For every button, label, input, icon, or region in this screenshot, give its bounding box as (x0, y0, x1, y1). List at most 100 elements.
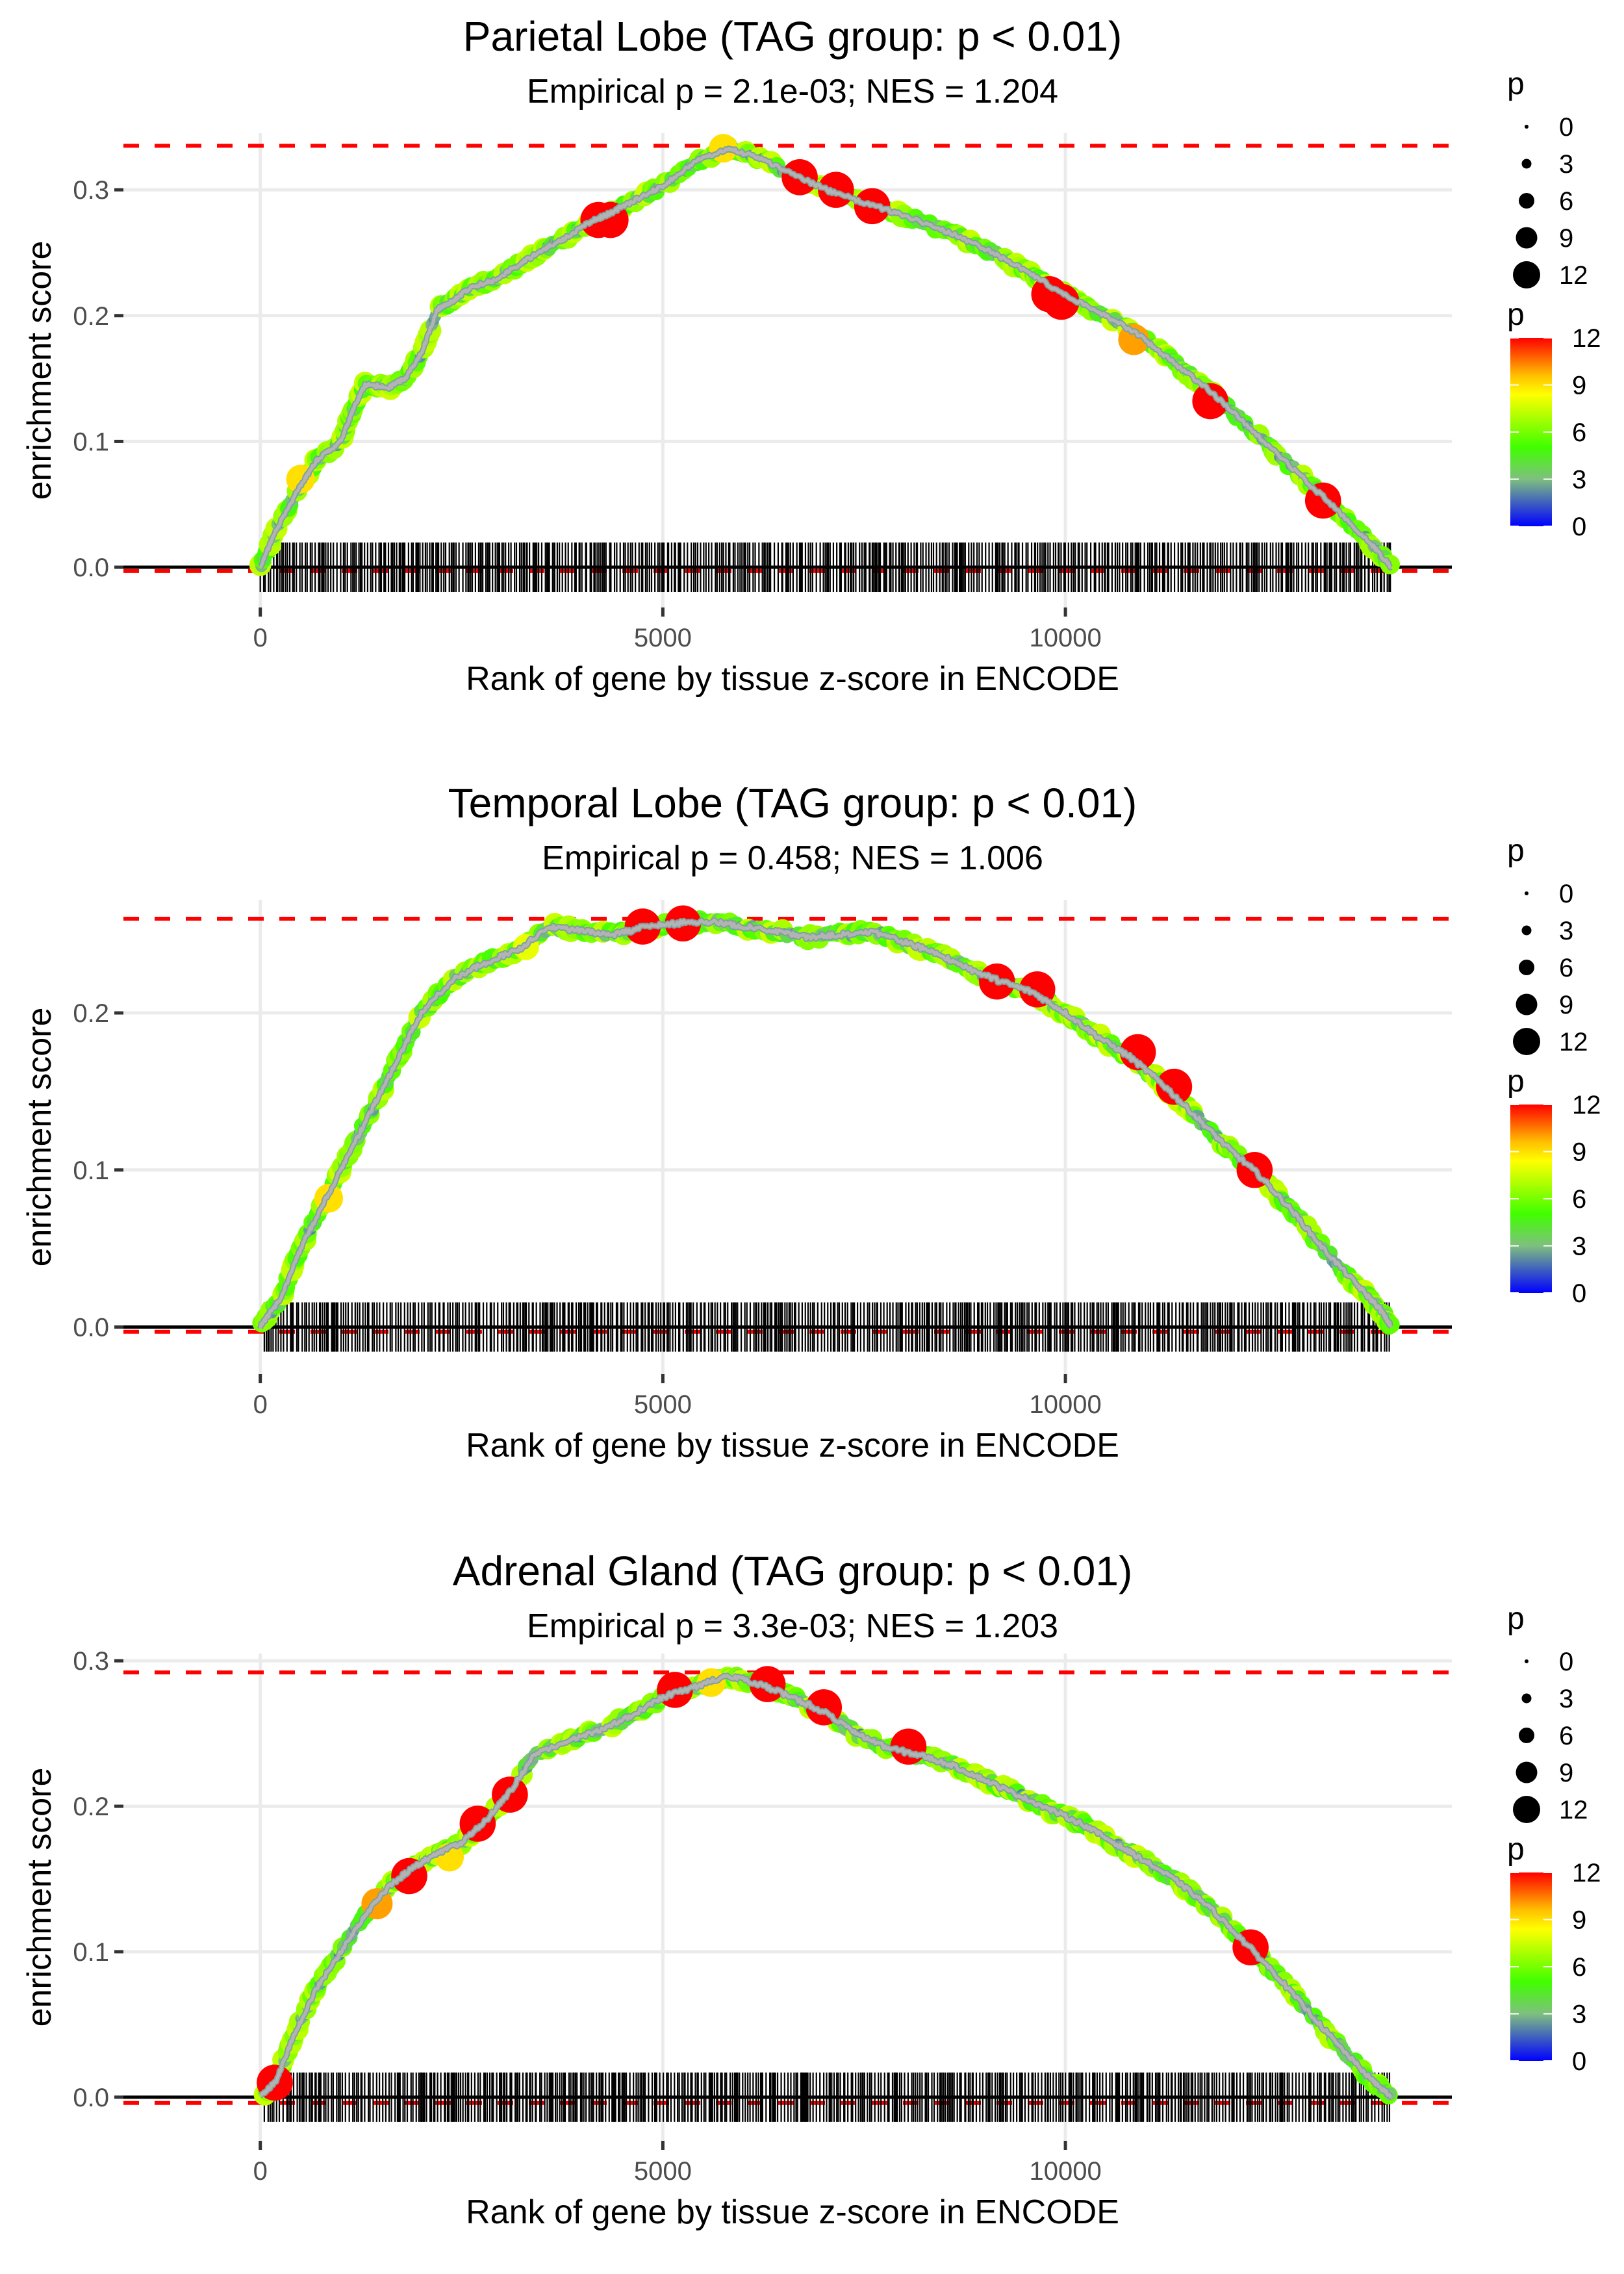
size-legend-label: 6 (1559, 1722, 1573, 1750)
size-legend-key (1519, 193, 1534, 209)
size-legend-label: 6 (1559, 954, 1573, 982)
x-axis-title: Rank of gene by tissue z-score in ENCODE (466, 1427, 1119, 1464)
es-curve-outline (258, 1672, 1393, 2101)
y-axis-title: enrichment score (21, 241, 58, 500)
size-legend-key (1525, 1659, 1529, 1663)
y-tick-label: 0.3 (73, 176, 109, 205)
size-legend-label: 12 (1559, 1796, 1588, 1824)
y-tick-label: 0.2 (73, 999, 109, 1028)
color-legend-label: 3 (1572, 2000, 1586, 2029)
chart-subtitle: Empirical p = 3.3e-03; NES = 1.203 (527, 1607, 1058, 1645)
color-legend-label: 3 (1572, 466, 1586, 494)
y-axis-title: enrichment score (21, 1768, 58, 2027)
size-legend-key (1521, 925, 1532, 936)
color-legend-label: 12 (1572, 1091, 1601, 1119)
es-curve-outline (257, 917, 1394, 1329)
color-legend-label: 6 (1572, 418, 1586, 447)
size-legend-label: 0 (1559, 1648, 1573, 1676)
x-tick-label: 10000 (1029, 2157, 1101, 2186)
color-legend-title: p (1507, 1064, 1525, 1099)
highlight-point (1156, 1068, 1193, 1105)
y-tick-label: 0.2 (73, 302, 109, 331)
y-tick-label: 0.3 (73, 1647, 109, 1676)
y-tick-label: 0.1 (73, 428, 109, 456)
size-legend-title: p (1507, 834, 1525, 868)
y-tick-label: 0.0 (73, 1313, 109, 1342)
color-legend-label: 0 (1572, 2047, 1586, 2076)
x-tick-label: 5000 (634, 2157, 692, 2186)
size-legend-key (1513, 261, 1540, 288)
size-legend-label: 0 (1559, 113, 1573, 142)
es-curve-outline (258, 145, 1393, 571)
size-legend-label: 3 (1559, 150, 1573, 179)
x-tick-label: 5000 (634, 624, 692, 652)
points (253, 1666, 1398, 2106)
size-legend-key (1521, 1693, 1532, 1704)
es-curve (259, 918, 1393, 1329)
size-legend-key (1516, 1761, 1538, 1783)
color-legend-label: 9 (1572, 1138, 1586, 1167)
size-legend-key (1525, 125, 1529, 129)
size-legend-label: 9 (1559, 1759, 1573, 1787)
points (252, 905, 1400, 1335)
size-legend-label: 9 (1559, 224, 1573, 253)
y-tick-label: 0.0 (73, 554, 109, 582)
es-curve (259, 1674, 1392, 2099)
chart-title: Temporal Lobe (TAG group: p < 0.01) (448, 780, 1137, 826)
size-legend-key (1516, 227, 1538, 249)
panel-3: Adrenal Gland (TAG group: p < 0.01) Empir… (21, 1548, 1601, 2231)
size-legend-key (1525, 891, 1529, 895)
size-legend-key (1521, 159, 1532, 169)
x-axis-title: Rank of gene by tissue z-score in ENCODE (466, 660, 1119, 698)
es-curve (259, 146, 1392, 570)
legend: p 0 3 6 9 12 p 12 9 6 3 0 (1507, 834, 1601, 1308)
color-legend-label: 6 (1572, 1953, 1586, 1982)
panel-1: Parietal Lobe (TAG group: p < 0.01) Empir… (21, 13, 1601, 698)
color-legend-label: 9 (1572, 372, 1586, 400)
y-axis-title: enrichment score (21, 1008, 58, 1267)
size-legend-label: 0 (1559, 880, 1573, 908)
x-tick-label: 10000 (1029, 624, 1101, 652)
x-axis-title: Rank of gene by tissue z-score in ENCODE (466, 2193, 1119, 2231)
size-legend-label: 6 (1559, 187, 1573, 216)
chart-title: Parietal Lobe (TAG group: p < 0.01) (463, 13, 1123, 60)
size-legend-title: p (1507, 67, 1525, 101)
legend: p 0 3 6 9 12 p 12 9 6 3 0 (1507, 1602, 1601, 2076)
color-legend-label: 12 (1572, 1859, 1601, 1887)
y-tick-label: 0.0 (73, 2084, 109, 2112)
color-legend-label: 6 (1572, 1185, 1586, 1214)
size-legend-key (1519, 1728, 1534, 1743)
legend: p 0 3 6 9 12 p 12 9 6 3 0 (1507, 67, 1601, 541)
highlight-point (1192, 383, 1228, 420)
y-tick-label: 0.1 (73, 1156, 109, 1185)
size-legend-label: 12 (1559, 261, 1588, 290)
color-legend-label: 12 (1572, 324, 1601, 353)
color-legend-label: 3 (1572, 1233, 1586, 1261)
x-tick-label: 10000 (1029, 1390, 1101, 1419)
size-legend-label: 12 (1559, 1028, 1588, 1056)
x-tick-label: 0 (253, 1390, 268, 1419)
size-legend-label: 9 (1559, 991, 1573, 1019)
x-tick-label: 0 (253, 2157, 268, 2186)
y-tick-label: 0.1 (73, 1938, 109, 1967)
panel-2: Temporal Lobe (TAG group: p < 0.01) Empir… (21, 780, 1601, 1464)
color-legend-title: p (1507, 1832, 1525, 1867)
size-legend-key (1513, 1028, 1540, 1055)
chart-title: Adrenal Gland (TAG group: p < 0.01) (453, 1548, 1133, 1594)
y-tick-label: 0.2 (73, 1793, 109, 1821)
size-legend-label: 3 (1559, 1685, 1573, 1713)
x-tick-label: 5000 (634, 1390, 692, 1419)
size-legend-key (1519, 960, 1534, 975)
size-legend-key (1513, 1796, 1540, 1823)
color-legend-label: 0 (1572, 1279, 1586, 1308)
color-legend-label: 9 (1572, 1906, 1586, 1935)
chart-subtitle: Empirical p = 0.458; NES = 1.006 (542, 839, 1043, 877)
highlight-point (1043, 283, 1080, 320)
chart-subtitle: Empirical p = 2.1e-03; NES = 1.204 (527, 73, 1058, 110)
color-legend-title: p (1507, 298, 1525, 332)
size-legend-title: p (1507, 1602, 1525, 1636)
size-legend-label: 3 (1559, 917, 1573, 945)
x-tick-label: 0 (253, 624, 268, 652)
color-legend-label: 0 (1572, 513, 1586, 541)
